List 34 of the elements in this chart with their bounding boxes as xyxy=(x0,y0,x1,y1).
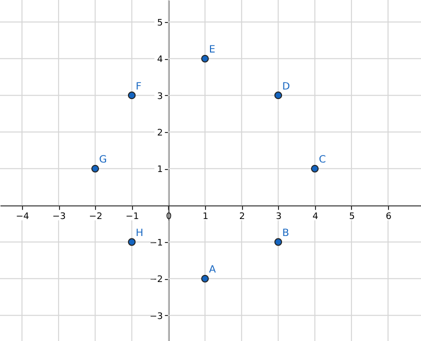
y-tick-label: −3 xyxy=(150,312,163,322)
x-tick-label: 1 xyxy=(202,212,208,222)
x-tick-label: −1 xyxy=(126,212,139,222)
annotation: H xyxy=(136,228,144,239)
annotation: F xyxy=(136,81,142,92)
x-tick-label: 2 xyxy=(239,212,245,222)
y-tick-label: 2 xyxy=(157,128,163,138)
point xyxy=(274,91,282,100)
x-tick-label: 4 xyxy=(312,212,318,222)
annotation: D xyxy=(282,81,290,92)
x-tick-label: −3 xyxy=(52,212,66,222)
annotation: B xyxy=(282,228,290,239)
y-tick-label: 3 xyxy=(157,92,163,102)
point xyxy=(201,54,209,63)
annotation: E xyxy=(209,44,216,56)
point xyxy=(201,274,209,283)
annotation: C xyxy=(318,154,326,166)
point xyxy=(128,91,136,100)
annotation: A xyxy=(209,264,216,276)
point xyxy=(128,238,136,246)
y-tick-label: 1 xyxy=(157,165,163,176)
point xyxy=(91,164,100,173)
y-tick-label: 5 xyxy=(157,18,163,28)
x-tick-label: 3 xyxy=(276,212,282,222)
x-tick-label: −4 xyxy=(16,212,30,222)
point xyxy=(310,164,319,173)
x-tick-label: −2 xyxy=(89,212,102,222)
point xyxy=(274,238,282,246)
y-tick-label: 4 xyxy=(157,55,164,66)
annotation: G xyxy=(99,154,107,166)
x-tick-label: 6 xyxy=(386,212,392,222)
y-tick-label: −2 xyxy=(150,275,163,286)
y-tick-label: −1 xyxy=(150,238,163,248)
x-tick-label: 5 xyxy=(349,212,355,222)
